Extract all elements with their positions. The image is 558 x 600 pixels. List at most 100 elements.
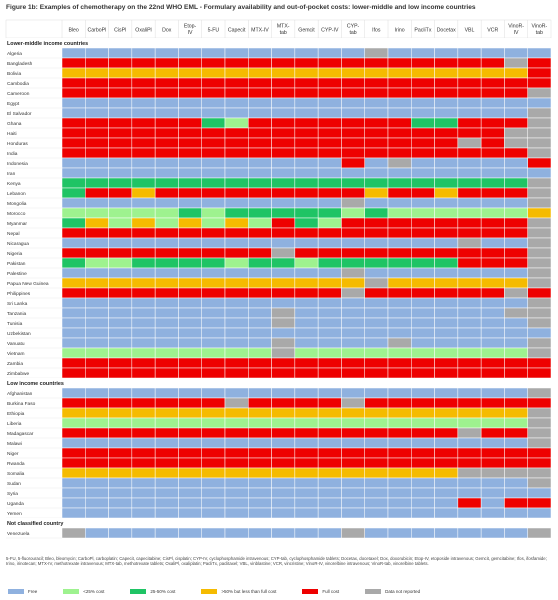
- heatmap-cell: [527, 467, 552, 479]
- heatmap-cell: [341, 437, 365, 449]
- heatmap-cell: [154, 77, 179, 89]
- heatmap-cell: [131, 467, 156, 479]
- heatmap-cell: [61, 47, 86, 59]
- heatmap-cell: [317, 117, 342, 129]
- heatmap-cell: [61, 87, 86, 99]
- heatmap-cell: [434, 147, 459, 159]
- heatmap-cell: [61, 307, 86, 319]
- heatmap-cell: [294, 347, 319, 359]
- heatmap-cell: [178, 367, 202, 379]
- row-label: Cambodia: [7, 81, 29, 87]
- column-header-label: Dox: [162, 28, 172, 34]
- heatmap-cell: [294, 147, 319, 159]
- heatmap-cell: [85, 237, 109, 249]
- row-label: Sudan: [7, 481, 21, 487]
- heatmap-cell: [271, 387, 296, 399]
- heatmap-cell: [457, 177, 482, 189]
- heatmap-cell: [178, 297, 202, 309]
- row-label: Syria: [7, 491, 18, 497]
- heatmap-cell: [527, 277, 552, 289]
- heatmap-cell: [387, 87, 412, 99]
- heatmap-cell: [504, 527, 528, 539]
- heatmap-cell: [294, 267, 319, 279]
- heatmap-cell: [527, 327, 552, 339]
- column-header-label: CYP-IV: [321, 28, 339, 34]
- heatmap-cell: [527, 187, 552, 199]
- heatmap-cell: [317, 177, 342, 189]
- heatmap-cell: [504, 457, 528, 469]
- heatmap-cell: [271, 257, 296, 269]
- heatmap-cell: [434, 67, 459, 79]
- heatmap-cell: [61, 107, 86, 119]
- heatmap-cell: [457, 97, 482, 109]
- heatmap-cell: [131, 47, 156, 59]
- heatmap-cell: [248, 137, 272, 149]
- heatmap-cell: [108, 397, 133, 409]
- heatmap-cell: [248, 477, 272, 489]
- heatmap-cell: [271, 497, 296, 509]
- heatmap-cell: [201, 477, 226, 489]
- heatmap-cell: [294, 87, 319, 99]
- heatmap-cell: [527, 127, 552, 139]
- heatmap-cell: [411, 197, 435, 209]
- heatmap-cell: [248, 217, 272, 229]
- heatmap-cell: [341, 117, 365, 129]
- heatmap-cell: [317, 347, 342, 359]
- heatmap-cell: [364, 147, 389, 159]
- heatmap-cell: [294, 47, 319, 59]
- heatmap-cell: [317, 77, 342, 89]
- heatmap-cell: [480, 197, 505, 209]
- heatmap-cell: [178, 387, 202, 399]
- heatmap-cell: [85, 417, 109, 429]
- heatmap-cell: [411, 297, 435, 309]
- heatmap-cell: [434, 347, 459, 359]
- heatmap-cell: [457, 277, 482, 289]
- heatmap-cell: [271, 107, 296, 119]
- heatmap-cell: [271, 217, 296, 229]
- row-label: Sri Lanka: [7, 301, 28, 307]
- heatmap-cell: [457, 317, 482, 329]
- row-label: Zimbabwe: [7, 371, 29, 377]
- heatmap-cell: [108, 337, 133, 349]
- heatmap-cell: [248, 237, 272, 249]
- heatmap-cell: [224, 527, 249, 539]
- heatmap-cell: [108, 267, 133, 279]
- heatmap-cell: [364, 77, 389, 89]
- heatmap-cell: [131, 197, 156, 209]
- heatmap-cell: [434, 317, 459, 329]
- legend-label: Full cost: [322, 588, 340, 594]
- heatmap-cell: [271, 87, 296, 99]
- heatmap-cell: [271, 527, 296, 539]
- heatmap-cell: [364, 97, 389, 109]
- row-label: El Salvador: [7, 111, 32, 117]
- heatmap-cell: [527, 257, 552, 269]
- heatmap-cell: [248, 347, 272, 359]
- column-header-label: IV: [188, 30, 193, 36]
- heatmap-cell: [61, 347, 86, 359]
- heatmap-cell: [85, 147, 109, 159]
- legend-item: Full cost: [302, 588, 340, 594]
- row-label: Burkina Faso: [7, 401, 36, 407]
- heatmap-cell: [341, 97, 365, 109]
- heatmap-cell: [178, 447, 202, 459]
- heatmap-cell: [434, 297, 459, 309]
- heatmap-cell: [457, 117, 482, 129]
- heatmap-cell: [61, 427, 86, 439]
- heatmap-cell: [154, 157, 179, 169]
- heatmap-cell: [61, 137, 86, 149]
- heatmap-cell: [108, 347, 133, 359]
- heatmap-cell: [131, 367, 156, 379]
- heatmap-cell: [201, 367, 226, 379]
- heatmap-cell: [411, 507, 435, 519]
- heatmap-cell: [411, 427, 435, 439]
- heatmap-cell: [271, 477, 296, 489]
- heatmap-cell: [85, 187, 109, 199]
- heatmap-cell: [108, 447, 133, 459]
- heatmap-cell: [201, 417, 226, 429]
- heatmap-cell: [131, 407, 156, 419]
- heatmap-cell: [317, 487, 342, 499]
- heatmap-cell: [341, 57, 365, 69]
- group-header-label: Low income countries: [7, 381, 64, 387]
- column-header-label: VinoR-: [508, 24, 524, 30]
- heatmap-cell: [504, 497, 528, 509]
